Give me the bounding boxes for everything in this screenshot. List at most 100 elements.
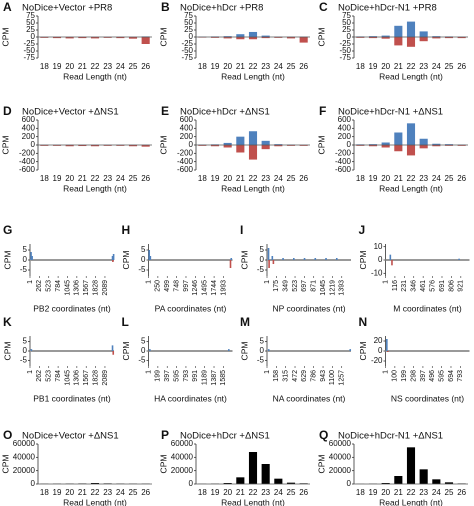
bar: [394, 25, 403, 37]
coverage-bar: [386, 339, 388, 351]
bar: [40, 37, 49, 38]
bar: [236, 37, 245, 40]
bar: [432, 143, 441, 145]
y-tick-label: 600: [180, 115, 194, 124]
panel-letter: P: [161, 428, 169, 442]
x-tick-label: 1045: [64, 370, 71, 386]
x-tick-label: 499: [164, 280, 171, 292]
coverage-bar: [282, 258, 284, 260]
bar: [210, 37, 220, 38]
x-tick-label: 25: [445, 488, 454, 497]
panel-letter: B: [161, 0, 170, 14]
x-tick-label: 262: [36, 370, 43, 382]
x-tick-label: 346: [411, 280, 418, 292]
y-tick-label: -5: [20, 265, 28, 274]
x-tick-label: 806: [448, 280, 455, 292]
x-tick-label: 22: [407, 488, 416, 497]
coverage-bar: [111, 256, 114, 260]
bar: [406, 447, 416, 484]
bar: [261, 35, 270, 37]
y-axis-label: CPM: [158, 28, 168, 47]
bar: [406, 21, 416, 37]
coverage-bar: [267, 349, 270, 351]
x-tick-label: 18: [356, 488, 365, 497]
x-axis-label: Read Length (nt): [221, 71, 285, 81]
x-tick-label: 23: [419, 174, 428, 183]
y-axis-label: CPM: [2, 342, 12, 361]
bar: [128, 145, 138, 147]
y-tick-label: 20000: [13, 466, 36, 475]
x-tick-label: 523: [292, 280, 299, 292]
x-tick-label: 100: [392, 370, 399, 382]
bar: [116, 145, 125, 146]
panel-title: NoDice+hDcr-N1 +ΔNS1: [338, 431, 443, 442]
coverage-bar: [389, 254, 392, 260]
panel-letter: N: [359, 315, 368, 329]
x-tick-label: 1045: [64, 280, 71, 296]
bar: [368, 144, 378, 145]
bar: [286, 145, 296, 146]
coverage-bar: [30, 349, 33, 351]
y-tick-label: -600: [177, 165, 194, 174]
x-tick-label: 1993: [220, 280, 227, 296]
x-axis-label: Read Length (nt): [379, 71, 443, 81]
bar: [128, 37, 138, 39]
bar: [419, 145, 428, 149]
x-tick-label: 26: [457, 174, 466, 183]
panel-title: NoDice+hDcr +PR8: [180, 3, 263, 14]
y-tick-label: -5: [138, 265, 146, 274]
bar: [261, 145, 270, 150]
y-tick-label: -75: [181, 53, 193, 62]
x-tick-label: 1045: [320, 280, 327, 296]
x-tick-label: 22: [407, 62, 416, 71]
y-tick-label: 60000: [13, 439, 36, 448]
x-tick-label: 24: [274, 488, 283, 497]
bar: [444, 145, 454, 146]
x-tick-label: 997: [183, 280, 190, 292]
y-tick-label: 50: [342, 18, 351, 27]
y-tick-label: 10: [374, 242, 383, 251]
panel-title: NoDice+hDcr-N1 +ΔNS1: [338, 107, 443, 118]
x-axis-label: Read Length (nt): [63, 183, 127, 193]
x-tick-label: 23: [103, 62, 112, 71]
x-tick-label: 793: [183, 370, 190, 382]
x-tick-label: 1: [382, 280, 389, 284]
bar: [356, 145, 365, 146]
bar: [274, 144, 283, 145]
x-tick-label: 25: [287, 488, 296, 497]
bar: [141, 145, 150, 147]
bar: [223, 36, 232, 37]
x-tick-label: 2089: [102, 280, 109, 296]
x-tick-label: 250: [155, 280, 162, 292]
coverage-bar: [149, 349, 151, 351]
coverage-bar: [111, 345, 114, 351]
y-tick-label: 40000: [329, 452, 352, 461]
x-tick-label: 26: [141, 488, 150, 497]
x-tick-label: 1828: [92, 280, 99, 296]
x-tick-label: 22: [407, 174, 416, 183]
bar: [223, 142, 232, 145]
y-axis-label: CPM: [0, 28, 10, 47]
x-tick-label: 22: [91, 488, 100, 497]
x-tick-label: 1257: [339, 370, 346, 386]
y-tick-label: 5: [23, 337, 28, 346]
y-tick-label: 0: [31, 479, 36, 488]
bar: [457, 145, 466, 146]
bar: [286, 37, 296, 39]
coverage-bar: [30, 252, 32, 260]
bar: [299, 145, 308, 146]
bar: [381, 35, 390, 37]
bar: [432, 479, 441, 484]
y-axis-label: CPM: [0, 136, 10, 155]
bar: [90, 145, 100, 147]
bar: [65, 145, 74, 147]
x-tick-label: 26: [141, 62, 150, 71]
x-tick-label: 19: [211, 174, 220, 183]
x-tick-label: 1495: [202, 280, 209, 296]
y-axis-label: CPM: [239, 251, 249, 270]
bar: [236, 477, 245, 484]
bar: [419, 31, 428, 37]
y-axis-label: CPM: [2, 251, 12, 270]
y-tick-label: 75: [26, 11, 35, 20]
